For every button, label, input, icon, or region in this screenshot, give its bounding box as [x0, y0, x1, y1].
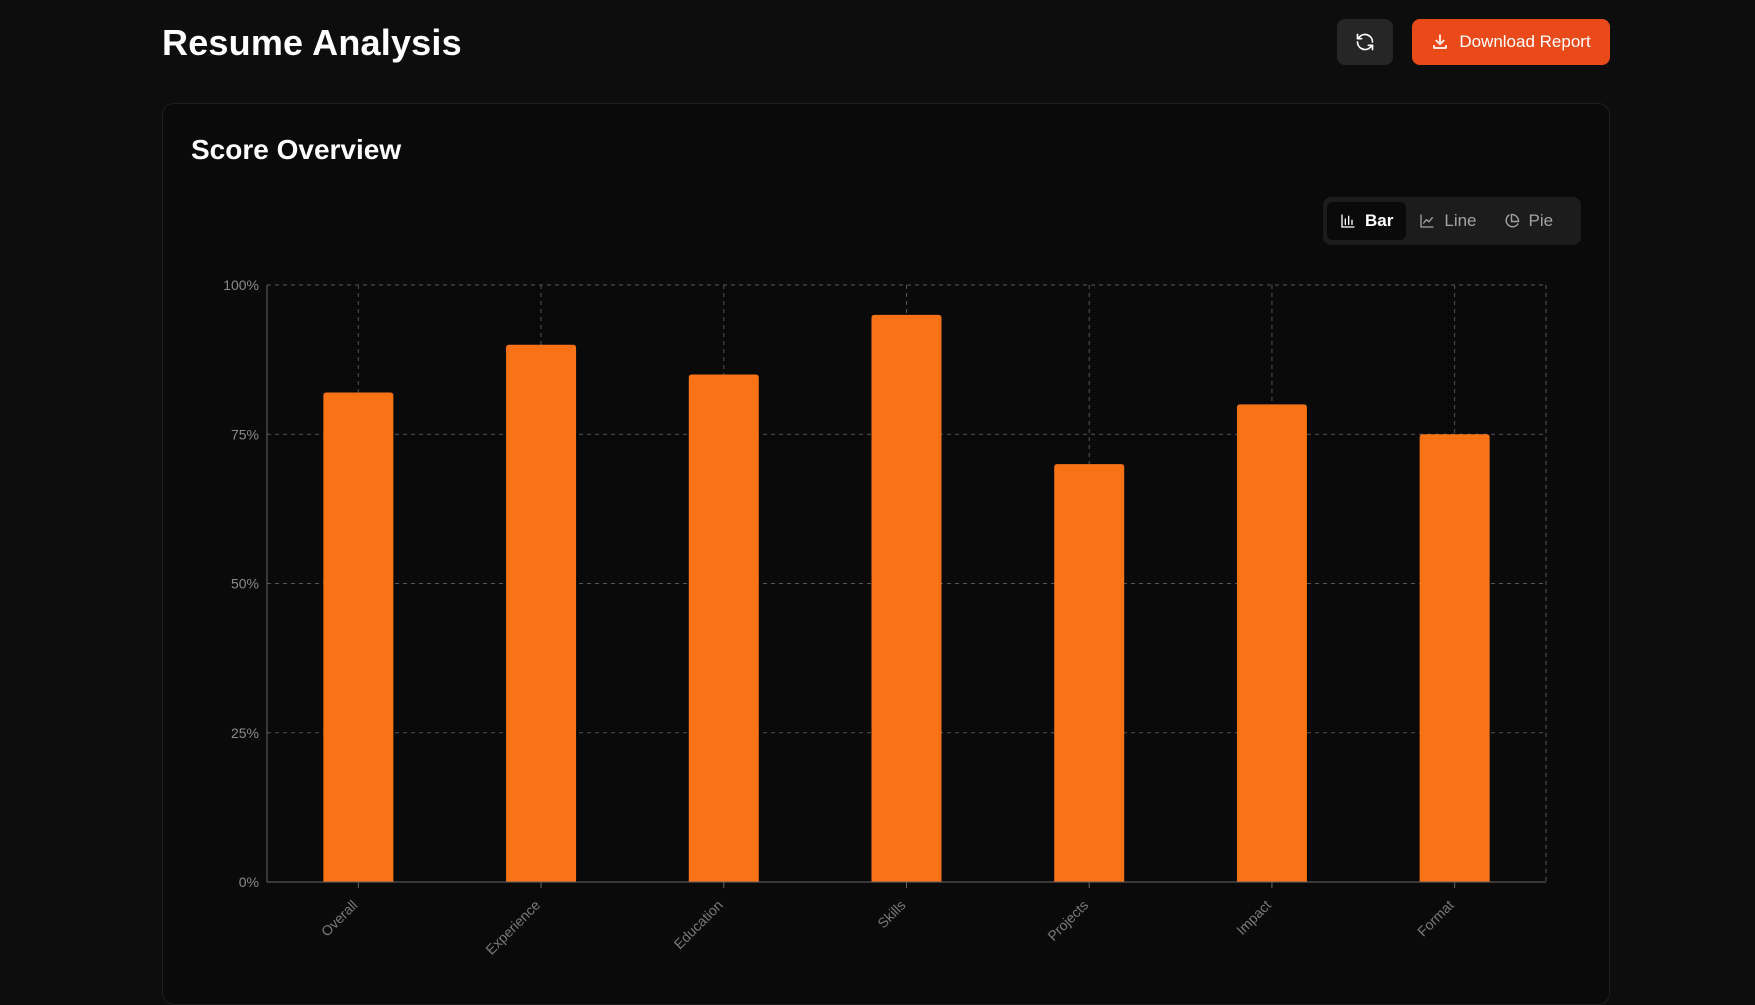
bar-skills	[871, 314, 942, 883]
x-tick-label: Projects	[1044, 897, 1091, 944]
pie-chart-icon	[1505, 213, 1519, 227]
y-tick-label: 100%	[223, 277, 259, 293]
x-tick-label: Impact	[1233, 897, 1274, 938]
card-title: Score Overview	[191, 134, 402, 165]
y-tick-label: 75%	[231, 426, 259, 442]
y-tick-label: 25%	[231, 725, 259, 741]
line-chart-icon	[1420, 214, 1435, 228]
toggle-pie[interactable]: Pie	[1490, 202, 1567, 240]
y-tick-label: 50%	[231, 576, 259, 592]
refresh-button[interactable]	[1337, 19, 1393, 65]
toggle-bar-label: Bar	[1365, 211, 1394, 230]
bar-format	[1419, 434, 1490, 882]
x-tick-label: Format	[1414, 897, 1457, 940]
toggle-line-label: Line	[1444, 211, 1477, 230]
bar-impact	[1236, 404, 1307, 882]
chart-type-toggle: Bar Line Pie	[1323, 197, 1581, 245]
download-icon	[1433, 34, 1448, 49]
page-title: Resume Analysis	[162, 22, 462, 63]
x-tick-label: Education	[671, 897, 726, 952]
score-bar-chart: 0% 25% 50% 75% 100% Overall Experience Educatio…	[223, 277, 1547, 958]
x-tick-label: Skills	[874, 897, 908, 931]
bar-chart-icon	[1341, 214, 1355, 228]
bar-overall	[323, 392, 394, 882]
refresh-icon	[1356, 33, 1374, 51]
y-tick-label: 0%	[239, 874, 259, 890]
download-report-button[interactable]: Download Report	[1412, 19, 1610, 65]
download-report-label: Download Report	[1459, 32, 1591, 51]
score-overview-card: Score Overview Bar Line Pie 0% 25% 50% 75% 1…	[162, 103, 1610, 1005]
bar-education	[688, 374, 759, 882]
bar-projects	[1054, 464, 1125, 882]
x-tick-label: Overall	[318, 897, 361, 940]
bar-experience	[506, 344, 577, 882]
toggle-pie-label: Pie	[1528, 211, 1554, 230]
x-tick-label: Experience	[482, 897, 543, 958]
toggle-line[interactable]: Line	[1406, 202, 1489, 240]
toggle-bar[interactable]: Bar	[1327, 202, 1407, 240]
